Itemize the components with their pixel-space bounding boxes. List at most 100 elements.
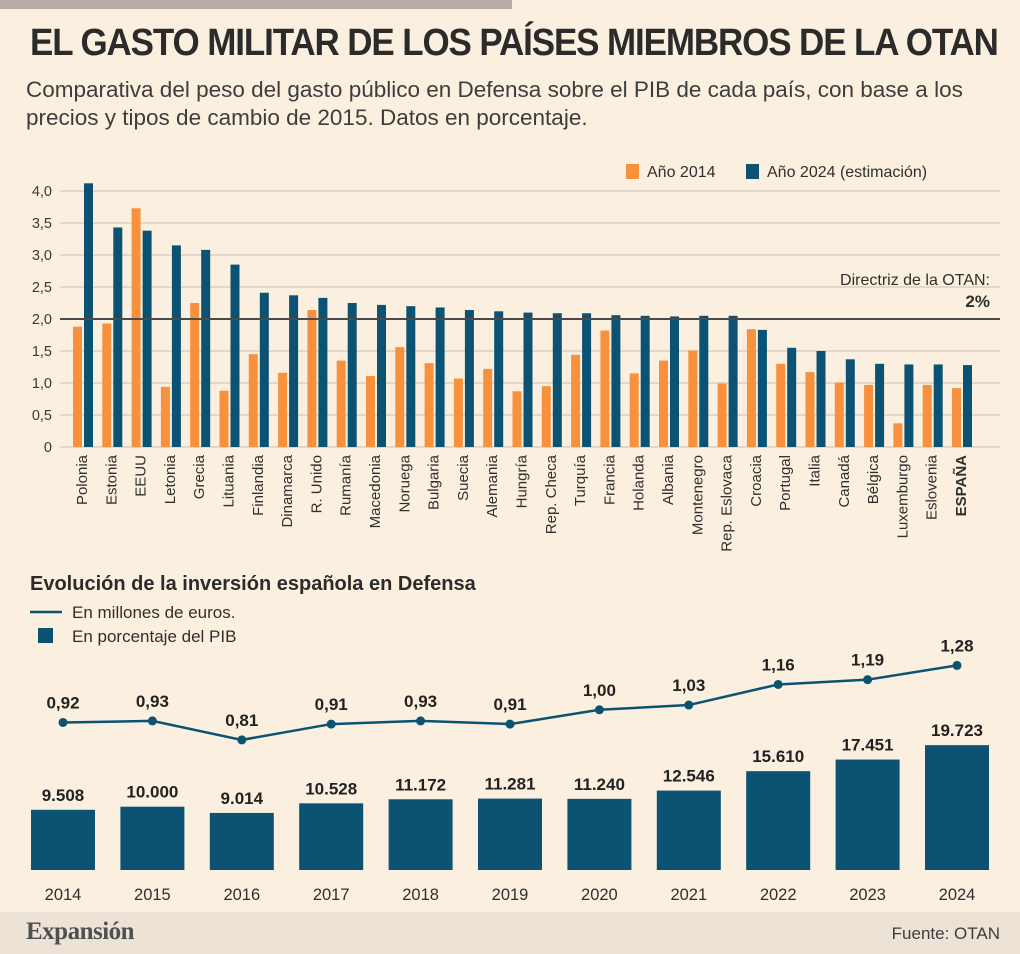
category-label: Lituania xyxy=(221,454,238,507)
bar-2024 xyxy=(435,307,445,447)
y-tick-label: 4,0 xyxy=(32,184,52,200)
bar-spending xyxy=(209,812,274,870)
bar-2014 xyxy=(952,388,961,447)
bar-2014 xyxy=(160,386,170,447)
gdp-share-label: 0,91 xyxy=(493,695,526,714)
legend-line-label: En millones de euros. xyxy=(72,603,235,622)
gdp-share-point xyxy=(147,716,157,726)
y-tick-label: 3,0 xyxy=(32,248,52,264)
bar-2014 xyxy=(688,350,698,447)
category-label: Noruega xyxy=(396,454,413,512)
bar-spending xyxy=(299,803,364,870)
source-note: Fuente: OTAN xyxy=(891,924,1000,943)
bar-2014 xyxy=(278,372,288,447)
bar-2014 xyxy=(219,390,229,447)
x-axis-year-label: 2022 xyxy=(760,886,797,904)
spain-defense-evolution-chart: Evolución de la inversión española en De… xyxy=(30,573,989,904)
bar-value-label: 11.172 xyxy=(395,775,446,794)
x-axis-year-label: 2015 xyxy=(134,886,171,904)
bar-spending xyxy=(478,798,542,870)
bar-value-label: 19.723 xyxy=(931,721,983,740)
bar-2024 xyxy=(611,315,621,447)
x-axis-year-label: 2017 xyxy=(313,886,350,904)
gdp-share-label: 0,93 xyxy=(136,692,169,711)
bar-2024 xyxy=(406,306,416,447)
bar-2014 xyxy=(190,303,200,447)
y-tick-label: 3,5 xyxy=(32,216,52,232)
legend-label-2014: Año 2014 xyxy=(647,164,716,181)
x-axis-year-label: 2014 xyxy=(45,886,82,904)
bar-2024 xyxy=(523,312,533,447)
gdp-share-point xyxy=(416,716,426,726)
category-label: Bulgaria xyxy=(426,454,443,510)
bar-spending xyxy=(567,798,632,870)
bar-2024 xyxy=(552,313,562,447)
page-title: EL GASTO MILITAR DE LOS PAÍSES MIEMBROS … xyxy=(30,22,999,64)
bar-2014 xyxy=(746,329,756,447)
category-label: Luxemburgo xyxy=(894,455,911,538)
category-label: Holanda xyxy=(631,454,648,511)
category-label: Canadá xyxy=(836,454,853,507)
bar-value-label: 11.240 xyxy=(574,775,625,794)
x-axis-year-label: 2023 xyxy=(849,886,886,904)
gdp-share-point xyxy=(237,735,247,745)
x-axis-year-label: 2024 xyxy=(939,886,976,904)
bar-value-label: 10.528 xyxy=(305,779,357,798)
bar-2024 xyxy=(347,303,357,447)
category-label: ESPAÑA xyxy=(952,455,970,517)
category-label: Portugal xyxy=(777,455,794,511)
bar-2014 xyxy=(805,372,815,447)
bar-2024 xyxy=(699,315,709,447)
bar-2024 xyxy=(289,295,299,447)
gdp-share-label: 1,03 xyxy=(672,676,705,695)
category-label: Montenegro xyxy=(689,455,706,535)
bar-2024 xyxy=(142,230,152,447)
bar-spending xyxy=(835,759,900,870)
bar-spending xyxy=(388,799,453,870)
category-label: R. Unido xyxy=(308,455,325,513)
bar-2014 xyxy=(395,347,405,447)
bar-2014 xyxy=(541,386,551,447)
bar-2014 xyxy=(659,360,668,447)
category-label: Dinamarca xyxy=(279,454,296,527)
category-label: Alemania xyxy=(484,454,501,517)
bar-value-label: 10.000 xyxy=(126,783,178,802)
bar-2014 xyxy=(366,375,375,447)
bar-2014 xyxy=(424,363,434,447)
bar-2024 xyxy=(757,329,767,447)
category-label: Bélgica xyxy=(865,454,882,504)
bar-2014 xyxy=(483,368,493,447)
bar-2014 xyxy=(336,360,346,447)
x-axis-year-label: 2018 xyxy=(402,886,439,904)
reference-line-label: Directriz de la OTAN: xyxy=(840,272,990,289)
nato-spending-bar-chart: 0 0,5 1,0 1,5 2,0 2,5 3,0 3,5 4,0 Año 2014 Año 202… xyxy=(32,164,1000,552)
bar-2024 xyxy=(640,315,650,447)
legend-bar-label: En porcentaje del PIB xyxy=(72,627,236,646)
bar-value-label: 11.281 xyxy=(484,775,535,794)
bar-2024 xyxy=(230,264,240,447)
page-subtitle: Comparativa del peso del gasto público e… xyxy=(26,77,963,130)
gdp-share-point xyxy=(594,705,604,715)
x-axis-year-label: 2019 xyxy=(492,886,529,904)
category-label: Hungría xyxy=(514,454,531,508)
category-label: Croacia xyxy=(748,454,765,506)
category-label: Albania xyxy=(660,454,677,505)
bar-spending xyxy=(925,745,989,870)
category-label: Rep. Checa xyxy=(543,454,560,534)
bar-2014 xyxy=(717,383,727,447)
y-tick-label: 1,5 xyxy=(32,344,52,360)
gdp-share-label: 1,16 xyxy=(762,655,795,674)
bar-2014 xyxy=(131,208,141,447)
bar-2024 xyxy=(670,316,679,447)
bar-spending xyxy=(656,790,721,870)
gdp-share-label: 0,91 xyxy=(315,695,348,714)
bar-spending xyxy=(31,809,95,870)
bar-2024 xyxy=(816,351,826,447)
bar-2024 xyxy=(84,183,93,447)
bar-value-label: 17.451 xyxy=(842,736,894,755)
y-tick-label: 0,5 xyxy=(32,408,52,424)
bar-2014 xyxy=(600,330,610,447)
legend-bar-swatch xyxy=(38,628,53,643)
gdp-share-point xyxy=(952,660,962,670)
category-label: EEUU xyxy=(133,455,150,497)
